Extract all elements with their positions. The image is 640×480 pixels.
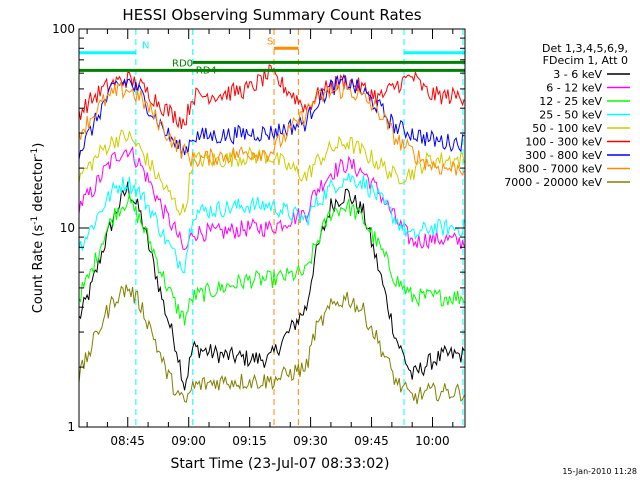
legend: Det 1,3,4,5,6,9, FDecim 1, Att 0 3 - 6 k…: [504, 42, 630, 189]
axes: 1 10 100 08:45 09:00 09:15 09:30 09:45 10:00: [52, 22, 465, 448]
legend-header-line-2: FDecim 1, Att 0: [543, 54, 628, 67]
x-tick-label-0945: 09:45: [354, 434, 389, 448]
legend-entry-label-8: 800 - 7000 keV: [518, 163, 602, 176]
flag-label-s: S: [267, 36, 273, 47]
series-line-2: [78, 145, 465, 251]
series-line-7: [78, 73, 465, 160]
y-axis-title-exp1: -1: [30, 216, 40, 225]
chart-title: HESSI Observing Summary Count Rates: [122, 6, 421, 24]
y-axis-title: Count Rate (s-1 detector-1): [30, 143, 46, 314]
legend-header-line-1: Det 1,3,4,5,6,9,: [542, 42, 628, 55]
flag-label-n: N: [142, 41, 149, 52]
series-line-3: [78, 193, 465, 326]
flag-label-rd4: RD4: [196, 65, 217, 76]
x-tick-label-0930: 09:30: [293, 434, 328, 448]
y-axis-title-exp2: -1: [30, 148, 40, 157]
x-axis-title: Start Time (23-Jul-07 08:33:02): [170, 456, 389, 472]
y-tick-label-10: 10: [60, 221, 75, 235]
timestamp: 15-Jan-2010 11:28: [562, 467, 637, 476]
x-tick-label-0845: 08:45: [110, 434, 145, 448]
legend-entry-label-2: 6 - 12 keV: [546, 82, 602, 95]
legend-entry-label-9: 7000 - 20000 keV: [504, 176, 602, 189]
y-tick-label-1: 1: [67, 420, 75, 434]
y-axis-title-end: ): [31, 143, 46, 148]
x-tick-label-0900: 09:00: [171, 434, 206, 448]
legend-entry-label-7: 300 - 800 keV: [525, 149, 602, 162]
series-line-4: [78, 173, 465, 274]
legend-entry-label-6: 100 - 300 keV: [525, 136, 602, 149]
series-line-9: [78, 284, 465, 405]
series-line-6: [78, 64, 465, 129]
x-tick-label-0915: 09:15: [232, 434, 267, 448]
series-line-5: [78, 129, 465, 217]
legend-entry-label-1: 3 - 6 keV: [553, 68, 602, 81]
y-tick-label-100: 100: [52, 22, 75, 36]
legend-entry-label-3: 12 - 25 keV: [539, 95, 602, 108]
y-axis-title-mid: detector: [31, 156, 46, 216]
y-axis-title-main: Count Rate (s: [31, 225, 46, 314]
legend-entry-label-4: 25 - 50 keV: [539, 109, 602, 122]
series-line-8: [78, 80, 465, 177]
legend-entry-label-5: 50 - 100 keV: [532, 122, 602, 135]
flag-label-rd0: RD0: [172, 58, 193, 69]
x-tick-label-1000: 10:00: [415, 434, 450, 448]
